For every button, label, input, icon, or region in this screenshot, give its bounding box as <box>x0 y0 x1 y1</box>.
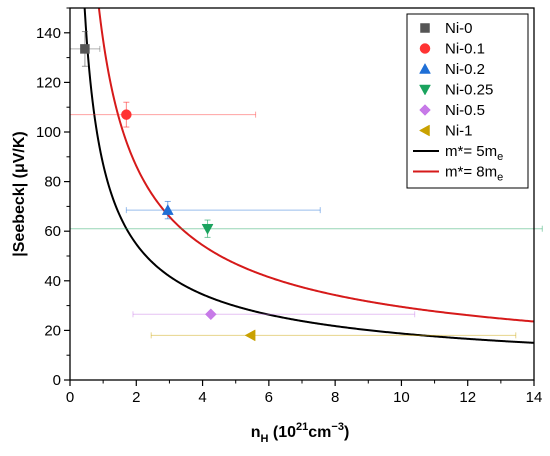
curve-m5m <box>83 8 534 344</box>
series-ni-0-2 <box>125 200 321 220</box>
legend-marker <box>419 104 431 116</box>
y-tick-label: 140 <box>36 25 61 42</box>
data-point <box>80 44 90 54</box>
x-tick-label: 8 <box>331 389 339 406</box>
data-point <box>161 204 174 215</box>
y-axis-label: |Seebeck| (μV/K) <box>11 131 28 256</box>
y-axis-ticks: 0 20 40 60 80 100 120 140 <box>36 7 70 389</box>
data-point <box>121 109 132 120</box>
legend-label: Ni-0.1 <box>445 41 485 58</box>
x-axis-label: nH (1021cm−3) <box>251 421 350 445</box>
data-point <box>244 329 256 342</box>
legend-label: Ni-1 <box>445 123 473 140</box>
legend: Ni-0 Ni-0.1 Ni-0.2 Ni-0.25 Ni-0.5 Ni-1 m*= 5me… <box>406 13 529 189</box>
x-tick-label: 2 <box>132 389 140 406</box>
curve-m8m <box>97 8 534 323</box>
x-tick-label: 4 <box>198 389 206 406</box>
legend-box <box>406 13 529 189</box>
legend-label: Ni-0 <box>445 20 473 37</box>
legend-label: m*= 8me <box>445 164 503 184</box>
series-ni-1 <box>150 329 517 342</box>
legend-label: Ni-0.5 <box>445 102 485 119</box>
legend-label: Ni-0.25 <box>445 82 493 99</box>
x-axis-ticks: 0 2 4 6 8 10 12 14 <box>66 380 543 406</box>
y-tick-label: 0 <box>53 372 61 389</box>
legend-marker <box>419 84 431 96</box>
x-tick-label: 10 <box>393 389 410 406</box>
y-tick-label: 20 <box>44 322 61 339</box>
series-ni-0-5 <box>132 308 416 321</box>
data-point <box>205 308 217 321</box>
y-tick-label: 100 <box>36 124 61 141</box>
y-tick-label: 60 <box>44 223 61 240</box>
data-point <box>201 223 214 235</box>
legend-label: Ni-0.2 <box>445 61 485 78</box>
x-tick-label: 6 <box>265 389 273 406</box>
x-tick-label: 0 <box>66 389 74 406</box>
data-points <box>69 31 543 342</box>
legend-marker <box>419 43 431 54</box>
legend-marker <box>420 23 430 33</box>
legend-marker <box>419 62 431 74</box>
x-tick-label: 14 <box>526 389 543 406</box>
legend-marker <box>418 124 430 137</box>
series-ni-0-25 <box>69 219 543 238</box>
model-curves <box>83 8 534 344</box>
series-ni-0 <box>69 31 101 67</box>
series-ni-0-1 <box>69 101 257 128</box>
y-tick-label: 80 <box>44 174 61 191</box>
y-tick-label: 40 <box>44 273 61 290</box>
x-tick-label: 12 <box>459 389 476 406</box>
y-tick-label: 120 <box>36 74 61 91</box>
legend-label: m*= 5me <box>445 143 503 163</box>
